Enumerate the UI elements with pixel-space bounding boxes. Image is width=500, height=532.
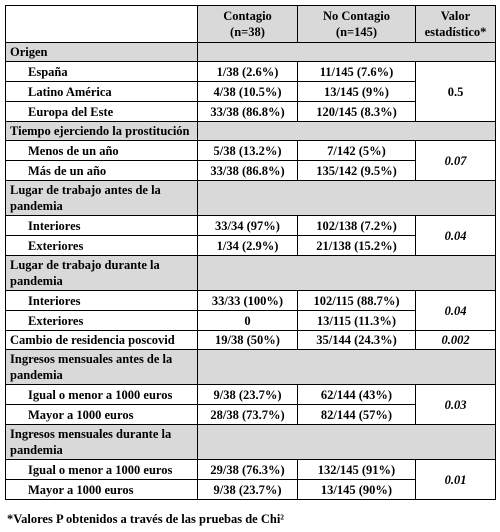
p-value: 0.5 bbox=[415, 61, 496, 122]
cell: 13/115 (11.3%) bbox=[297, 310, 416, 331]
footnote: *Valores P obtenidos a través de las pru… bbox=[7, 512, 285, 526]
section-row: Origen bbox=[5, 42, 496, 62]
data-row: Interiores 33/33 (100%) 102/115 (88.7%) 0.0… bbox=[5, 290, 496, 331]
cell: 4/38 (10.5%) bbox=[197, 81, 298, 102]
data-row: Igual o menor a 1000 euros 29/38 (76.3%) 1… bbox=[5, 459, 496, 500]
data-row: Interiores 33/34 (97%) 102/138 (7.2%) 0.04 bbox=[5, 215, 496, 256]
data-row: Mayor a 1000 euros 28/38 (73.7%) 82/144 (5… bbox=[5, 404, 496, 425]
cell: 35/144 (24.3%) bbox=[297, 330, 416, 350]
cell: 1/38 (2.6%) bbox=[197, 61, 298, 82]
cell: 7/142 (5%) bbox=[297, 140, 416, 161]
section-fill bbox=[197, 424, 496, 460]
section-row: Cambio de residencia poscovid 19/38 (50%)… bbox=[5, 330, 496, 350]
row-label: Igual o menor a 1000 euros bbox=[5, 384, 198, 405]
table-body: Contagio (n=38) No Contagio (n=145) Valo… bbox=[5, 5, 496, 500]
section-label: Ingresos mensuales durante la pandemia bbox=[5, 424, 198, 460]
column-header: Contagio (n=38) bbox=[197, 5, 298, 43]
cell: 135/142 (9.5%) bbox=[297, 160, 416, 181]
p-value: 0.03 bbox=[415, 384, 496, 425]
cell: 13/145 (90%) bbox=[297, 479, 416, 500]
cell: 9/38 (23.7%) bbox=[197, 384, 298, 405]
row-label: Más de un año bbox=[5, 160, 198, 181]
data-row: Exteriores 1/34 (2.9%) 21/138 (15.2%) bbox=[5, 235, 496, 256]
cell: 33/34 (97%) bbox=[197, 215, 298, 236]
table-wrap: Contagio (n=38) No Contagio (n=145) Valo… bbox=[5, 5, 496, 500]
column-header: No Contagio (n=145) bbox=[297, 5, 416, 43]
cell: 33/33 (100%) bbox=[197, 290, 298, 311]
section-row: Lugar de trabajo durante la pandemia bbox=[5, 255, 496, 291]
p-value: 0.01 bbox=[415, 459, 496, 500]
column-header: Valor estadístico* bbox=[415, 5, 496, 43]
row-label: Cambio de residencia poscovid bbox=[5, 330, 198, 350]
cell: 1/34 (2.9%) bbox=[197, 235, 298, 256]
section-row: Ingresos mensuales durante la pandemia bbox=[5, 424, 496, 460]
section-label: Lugar de trabajo antes de la pandemia bbox=[5, 180, 198, 216]
cell: 62/144 (43%) bbox=[297, 384, 416, 405]
data-row: Igual o menor a 1000 euros 9/38 (23.7%) 62… bbox=[5, 384, 496, 425]
cell: 33/38 (86.8%) bbox=[197, 160, 298, 181]
cell: 0 bbox=[197, 310, 298, 331]
cell: 120/145 (8.3%) bbox=[297, 101, 416, 122]
row-label: Interiores bbox=[5, 215, 198, 236]
header-corner bbox=[5, 5, 198, 43]
row-label: Mayor a 1000 euros bbox=[5, 404, 198, 425]
cell: 28/38 (73.7%) bbox=[197, 404, 298, 425]
section-row: Ingresos mensuales antes de la pandemia bbox=[5, 349, 496, 385]
cell: 11/145 (7.6%) bbox=[297, 61, 416, 82]
cell: 29/38 (76.3%) bbox=[197, 459, 298, 480]
cell: 33/38 (86.8%) bbox=[197, 101, 298, 122]
section-fill bbox=[197, 42, 496, 62]
data-row: Menos de un año 5/38 (13.2%) 7/142 (5%) 0.0… bbox=[5, 140, 496, 181]
cell: 102/138 (7.2%) bbox=[297, 215, 416, 236]
section-row: Tiempo ejerciendo la prostitución bbox=[5, 121, 496, 141]
data-row: Mayor a 1000 euros 9/38 (23.7%) 13/145 (90… bbox=[5, 479, 496, 500]
row-label: Exteriores bbox=[5, 235, 198, 256]
p-value: 0.04 bbox=[415, 290, 496, 331]
row-label: Latino América bbox=[5, 81, 198, 102]
row-label: Exteriores bbox=[5, 310, 198, 331]
section-fill bbox=[197, 121, 496, 141]
row-label: Menos de un año bbox=[5, 140, 198, 161]
section-row: Lugar de trabajo antes de la pandemia bbox=[5, 180, 496, 216]
section-fill bbox=[197, 349, 496, 385]
data-row: Europa del Este 33/38 (86.8%) 120/145 (8.3… bbox=[5, 101, 496, 122]
table: Contagio (n=38) No Contagio (n=145) Valo… bbox=[5, 5, 496, 500]
section-label: Origen bbox=[5, 42, 198, 62]
section-label: Ingresos mensuales antes de la pandemia bbox=[5, 349, 198, 385]
p-value: 0.002 bbox=[415, 330, 496, 350]
data-row: Exteriores 0 13/115 (11.3%) bbox=[5, 310, 496, 331]
header-row: Contagio (n=38) No Contagio (n=145) Valo… bbox=[5, 5, 496, 43]
cell: 5/38 (13.2%) bbox=[197, 140, 298, 161]
section-label: Tiempo ejerciendo la prostitución bbox=[5, 121, 198, 141]
row-label: Europa del Este bbox=[5, 101, 198, 122]
cell: 82/144 (57%) bbox=[297, 404, 416, 425]
row-label: Interiores bbox=[5, 290, 198, 311]
p-value: 0.07 bbox=[415, 140, 496, 181]
cell: 132/145 (91%) bbox=[297, 459, 416, 480]
section-label: Lugar de trabajo durante la pandemia bbox=[5, 255, 198, 291]
p-value: 0.04 bbox=[415, 215, 496, 256]
cell: 102/115 (88.7%) bbox=[297, 290, 416, 311]
section-fill bbox=[197, 180, 496, 216]
row-label: Igual o menor a 1000 euros bbox=[5, 459, 198, 480]
row-label: Mayor a 1000 euros bbox=[5, 479, 198, 500]
cell: 21/138 (15.2%) bbox=[297, 235, 416, 256]
cell: 13/145 (9%) bbox=[297, 81, 416, 102]
cell: 9/38 (23.7%) bbox=[197, 479, 298, 500]
data-row: España 1/38 (2.6%) 11/145 (7.6%) 0.5 bbox=[5, 61, 496, 122]
row-label: España bbox=[5, 61, 198, 82]
section-fill bbox=[197, 255, 496, 291]
cell: 19/38 (50%) bbox=[197, 330, 298, 350]
